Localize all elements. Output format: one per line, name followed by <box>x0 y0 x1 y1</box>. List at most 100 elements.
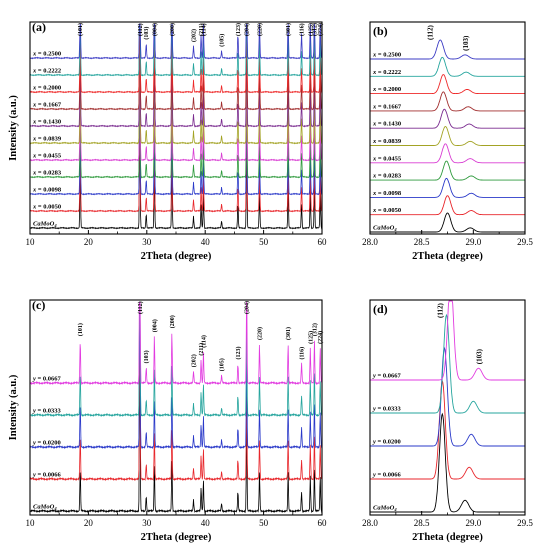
peak-label: (114) <box>200 335 207 348</box>
series-line <box>370 126 525 146</box>
peak-label: (202) <box>191 354 198 367</box>
plot-frame <box>29 299 323 516</box>
x-axis-label: 2Theta (degree) <box>412 532 483 543</box>
panel-label: (a) <box>32 20 46 34</box>
series-label: x = 0.0098 <box>372 190 402 197</box>
series-label: x = 0.2500 <box>372 52 401 59</box>
x-tick-label: 30 <box>142 237 152 247</box>
peak-label: (200) <box>169 315 176 328</box>
y-axis-label: Intensity (a.u.) <box>8 374 19 440</box>
series-label: CaMoO4 <box>373 505 397 513</box>
series-line <box>370 91 525 112</box>
peak-label: (224) <box>317 331 324 344</box>
peak-label: (211) <box>198 23 205 36</box>
peak-label: (004) <box>151 319 158 332</box>
series-label: CaMoO4 <box>33 504 57 512</box>
x-axis-label: 2Theta (degree) <box>412 251 483 262</box>
series-line <box>29 301 323 386</box>
panel-label: (b) <box>373 24 388 38</box>
x-tick-label: 60 <box>318 237 328 247</box>
peak-label: (101) <box>77 23 84 36</box>
series-label: x = 0.2222 <box>32 68 61 75</box>
series-line <box>29 110 323 230</box>
x-tick-label: 40 <box>201 237 211 247</box>
series-line <box>29 93 323 213</box>
peak-label: (220) <box>257 327 264 340</box>
series-label: x = 0.0839 <box>372 138 402 145</box>
series-label: x = 0.2500 <box>32 51 61 58</box>
x-axis-label: 2Theta (degree) <box>141 532 212 543</box>
panel-b: CaMoO4 x = 0.0050 x = 0.0098 x = 0.0283 x = … <box>362 21 533 262</box>
series-label: x = 0.0283 <box>32 170 62 177</box>
peak-label: (202) <box>191 29 198 42</box>
series-line <box>29 23 323 60</box>
x-tick-label: 50 <box>259 518 269 528</box>
series-label: x = 0.0050 <box>372 207 401 214</box>
series-label: CaMoO4 <box>33 221 57 229</box>
series-line <box>29 301 323 418</box>
series-label: y = 0.0200 <box>372 439 401 446</box>
x-tick-label: 10 <box>26 518 36 528</box>
peak-label: (103) <box>143 350 150 363</box>
series-line <box>29 59 323 179</box>
series-label: y = 0.0066 <box>32 472 61 479</box>
peak-label: (114) <box>200 23 207 36</box>
peak-label: (105) <box>219 358 226 371</box>
peak-label: (103) <box>143 27 150 40</box>
series-line <box>370 346 525 447</box>
series-label: x = 0.0839 <box>32 136 62 143</box>
peak-label: (101) <box>77 323 84 336</box>
x-tick-label: 40 <box>201 518 211 528</box>
x-axis-label: 2Theta (degree) <box>141 251 212 262</box>
series-label: x = 0.2000 <box>372 86 401 93</box>
peak-label: (220) <box>257 23 264 36</box>
x-tick-label: 60 <box>318 518 328 528</box>
x-tick-label: 29.0 <box>465 518 481 528</box>
peak-label: (211) <box>198 343 205 356</box>
peak-label: (301) <box>285 23 292 36</box>
series-line <box>29 43 323 162</box>
peak-label: (301) <box>285 327 292 340</box>
peak-label: (312) <box>311 323 318 336</box>
peak-label-103: (103) <box>462 35 470 51</box>
peak-label: (204) <box>244 23 251 36</box>
series-label: y = 0.0667 <box>32 376 61 383</box>
series-line <box>370 74 525 95</box>
series-label: y = 0.0667 <box>372 373 401 380</box>
series-line <box>29 77 323 196</box>
peak-label: (116) <box>299 347 306 360</box>
peak-label: (224) <box>317 23 324 36</box>
panel-c: CaMoO4 y = 0.0066 y = 0.0200 y = 0.0333 y = … <box>8 298 327 543</box>
series-line <box>370 379 525 480</box>
series-line <box>370 143 525 164</box>
x-tick-label: 30 <box>142 518 152 528</box>
series-line <box>370 160 525 181</box>
series-label: y = 0.0333 <box>32 408 61 415</box>
peak-label: (125) <box>307 331 314 344</box>
peak-label-112: (112) <box>437 303 445 318</box>
panel-d: CaMoO4 y = 0.0066 y = 0.0200 y = 0.0333 y = … <box>362 299 533 543</box>
series-label: x = 0.2222 <box>372 69 401 76</box>
series-line <box>29 23 323 94</box>
series-label: x = 0.1667 <box>32 102 62 109</box>
series-line <box>29 23 323 77</box>
series-label: x = 0.0283 <box>372 173 402 180</box>
series-line <box>29 301 323 482</box>
series-label: x = 0.2000 <box>32 85 61 92</box>
peak-label: (200) <box>169 23 176 36</box>
series-label: CaMoO4 <box>373 225 397 233</box>
x-tick-label: 28.0 <box>362 518 378 528</box>
series-line <box>29 26 323 145</box>
peak-label: (123) <box>235 23 242 36</box>
x-tick-label: 29.0 <box>465 237 481 247</box>
peak-label: (004) <box>151 23 158 36</box>
x-tick-label: 29.5 <box>517 518 533 528</box>
peak-label: (112) <box>137 301 144 314</box>
series-line <box>370 39 525 60</box>
series-line <box>370 195 525 216</box>
x-tick-label: 10 <box>26 237 36 247</box>
panel-a: CaMoO4 x = 0.0050 x = 0.0098 x = 0.0283 x = … <box>8 20 327 262</box>
peak-label: (112) <box>137 23 144 36</box>
series-line <box>29 320 323 514</box>
